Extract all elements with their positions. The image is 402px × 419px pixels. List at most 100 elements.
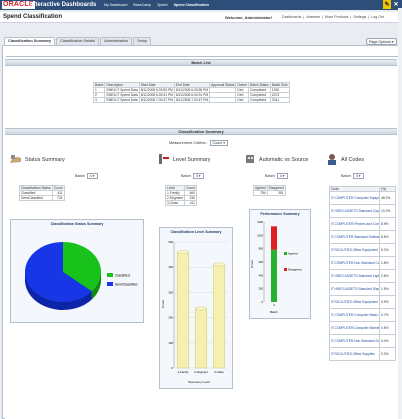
pin-icon[interactable]: ✎: [383, 0, 391, 9]
batch-label: Batch: [265, 174, 275, 178]
code-cell[interactable]: IT.HSEO ASSETS.Standard Laptops and PCs: [329, 269, 380, 283]
table-row[interactable]: 2-Segment 236: [164, 195, 197, 201]
nav-my-dashboard[interactable]: My Dashboard: [104, 3, 128, 7]
table-row[interactable]: 1 EMEA IT Spend Data 8/11/2008 6:33:55 P…: [92, 87, 290, 93]
tab-setup[interactable]: Setup: [133, 37, 152, 45]
code-cell[interactable]: IT.FACILITIES.Office Supplies: [329, 347, 380, 361]
bar-1-family[interactable]: [177, 251, 189, 369]
batch-select[interactable]: 4 ▾: [352, 173, 364, 179]
app-title: Interactive Dashboards: [30, 2, 97, 8]
batch-select[interactable]: 4 ▾: [192, 173, 204, 179]
link-settings[interactable]: Settings: [353, 15, 367, 19]
pie-slice-semiclassified[interactable]: [25, 242, 92, 302]
nav-basecamp[interactable]: BaseCamp: [133, 3, 152, 7]
code-cell[interactable]: IT.COMPUTER.Printers and Consumables les…: [329, 217, 380, 231]
code-cell[interactable]: IT.COMPUTER.Non Standard Software Expens…: [329, 334, 380, 348]
code-cell[interactable]: IT.COMPUTER.Non Standard Computer Equipm…: [329, 256, 380, 270]
code-cell[interactable]: IT.COMPUTER.Computer Basic Media: [329, 308, 380, 322]
level-bar-chart: Count Taxonomy Level 0 100 200 300 400 500 1-F…: [161, 240, 228, 384]
page-options-label: Page Options: [369, 40, 391, 44]
robot-icon: [246, 155, 254, 163]
table-row[interactable]: IT.COMPUTER.Computer Maintenance0.5%: [329, 321, 396, 335]
batch-select[interactable]: 4 ▾: [276, 173, 288, 179]
page-options-button[interactable]: Page Options ▾: [366, 38, 397, 45]
bar-3-class[interactable]: [213, 264, 225, 369]
table-row[interactable]: IT.COMPUTER.Computer Equipment - Expense…: [329, 191, 396, 205]
table-row[interactable]: IT.FACILITIES.Office Supplies 0.3%: [329, 347, 396, 361]
tab-classification-details[interactable]: Classification Details: [56, 37, 100, 45]
dashboard-content: Batch List Batch Description Start Date …: [2, 45, 400, 419]
link-more-products[interactable]: More Products: [325, 15, 349, 19]
tick-label: 0: [262, 300, 264, 304]
link-dashboards[interactable]: Dashboards: [282, 15, 302, 19]
bar-cap: [195, 306, 207, 311]
panel-title: Automatic vs Source: [259, 157, 309, 163]
nav-spend-classification[interactable]: Spend Classification: [173, 3, 209, 7]
chart-title: Classification Status Summary: [50, 222, 104, 226]
percent-cell: 48.2%: [379, 191, 396, 205]
table-row[interactable]: IT.HSEO ASSETS.Standard Laptops and PCs2…: [329, 269, 396, 283]
tick-label: 600: [259, 260, 264, 264]
percent-cell: 0.5%: [379, 321, 396, 335]
col-header: Approval Status: [209, 82, 237, 88]
vertical-scrollbar[interactable]: [398, 8, 402, 419]
table-row[interactable]: IT.COMPUTER.Non Standard Software Expens…: [329, 334, 396, 348]
table-row[interactable]: 784 351: [253, 190, 286, 196]
chart-title: Performance Summary: [260, 212, 300, 216]
table-row[interactable]: IT.COMPUTER.Non Standard Computer Equipm…: [329, 256, 396, 270]
table-row[interactable]: IT.COMPUTER.Standard Software - Expense6…: [329, 230, 396, 244]
pie-slice-classified[interactable]: [63, 242, 102, 292]
col-header: Count: [184, 185, 197, 191]
table-row[interactable]: IT.HSEO ASSETS.Standard Disposal/Recover…: [329, 282, 396, 296]
code-cell[interactable]: IT.COMPUTER.Computer Maintenance: [329, 321, 380, 335]
table-row[interactable]: IT.HSEO ASSETS.Standard Capital Computer…: [329, 204, 396, 218]
tick-label: 100: [168, 341, 173, 345]
table-row[interactable]: IT.FACILITIES.Office Equipment Repairs a…: [329, 243, 396, 257]
welcome-text: Welcome, Administrator!: [225, 15, 273, 20]
cell: [209, 97, 237, 103]
code-cell[interactable]: IT.HSEO ASSETS.Standard Capital Computer…: [329, 204, 380, 218]
batch-filter: Batch 4 ▾: [341, 173, 364, 179]
level-table: Level Count 1-Family 460 2-Segment 236 3-Cl…: [164, 185, 197, 206]
cell: 8/11/2008 7:00:47 PM: [138, 97, 175, 103]
tab-classification-summary[interactable]: Classification Summary: [4, 37, 56, 45]
measurement-select[interactable]: Count ▾: [209, 140, 229, 146]
code-cell[interactable]: IT.HSEO ASSETS.Standard Disposal/Recover…: [329, 282, 380, 296]
bar-2-segment[interactable]: [195, 308, 207, 369]
code-cell[interactable]: IT.FACILITIES.Office Equipment Repairs a…: [329, 243, 380, 257]
x-tick-label: 2-Segment: [194, 370, 208, 374]
tab-administration[interactable]: Administration: [100, 37, 133, 45]
table-row[interactable]: IT.COMPUTER.Printers and Consumables les…: [329, 217, 396, 231]
code-cell[interactable]: IT.COMPUTER.Computer Equipment - Expense: [329, 191, 380, 205]
cell: 351: [266, 190, 286, 196]
batch-value: 4: [279, 174, 282, 178]
bar-segment-agreed[interactable]: [271, 249, 277, 302]
code-cell[interactable]: IT.COMPUTER.Standard Software - Expense: [329, 230, 380, 244]
table-row[interactable]: IT.COMPUTER.Computer Basic Media0.7%: [329, 308, 396, 322]
bar-segment-disagreed[interactable]: [271, 226, 277, 250]
nav-speed[interactable]: Speed: [157, 3, 168, 7]
table-row[interactable]: IT.FACILITIES.Office Equipment Rentals0.…: [329, 295, 396, 309]
table-row[interactable]: 3-Class 411: [164, 200, 197, 206]
page-title: Spend Classification: [3, 14, 63, 20]
performance-chart-box: Performance Summary Count Agreed Disagre…: [249, 209, 311, 319]
cell: 2341: [269, 97, 290, 103]
tick-label: 1000: [257, 233, 263, 237]
table-row[interactable]: 3 EMEA IT Spend Data 8/11/2008 7:00:47 P…: [92, 97, 290, 103]
cell: 8/11/2008 7:00:47 PM: [173, 97, 211, 103]
close-icon[interactable]: ✕: [393, 2, 399, 8]
table-row[interactable]: SemiClassified 724: [19, 195, 65, 201]
table-row[interactable]: 2 EMEA IT Spend Data 8/11/2008 6:39:31 P…: [92, 92, 290, 98]
level-chart-box: Classification Level Summary Count Taxon…: [159, 227, 233, 389]
batch-list-table: Batch Description Start Date End Date Ap…: [92, 82, 290, 103]
link-answers[interactable]: Answers: [306, 15, 321, 19]
code-cell[interactable]: IT.FACILITIES.Office Equipment Rentals: [329, 295, 380, 309]
cell: 3-Class: [164, 200, 186, 206]
batch-label: Batch: [75, 174, 85, 178]
performance-stacked-bar-chart: Count Agreed Disagreed Batch 0 200 400 600 8…: [250, 220, 302, 314]
batch-select[interactable]: 4 ▾: [86, 173, 98, 179]
percent-cell: 0.7%: [379, 308, 396, 322]
link-log-out[interactable]: Log Out: [371, 15, 385, 19]
dashboard-tabs: Classification Summary Classification De…: [4, 37, 152, 45]
cell: Completed: [248, 97, 271, 103]
